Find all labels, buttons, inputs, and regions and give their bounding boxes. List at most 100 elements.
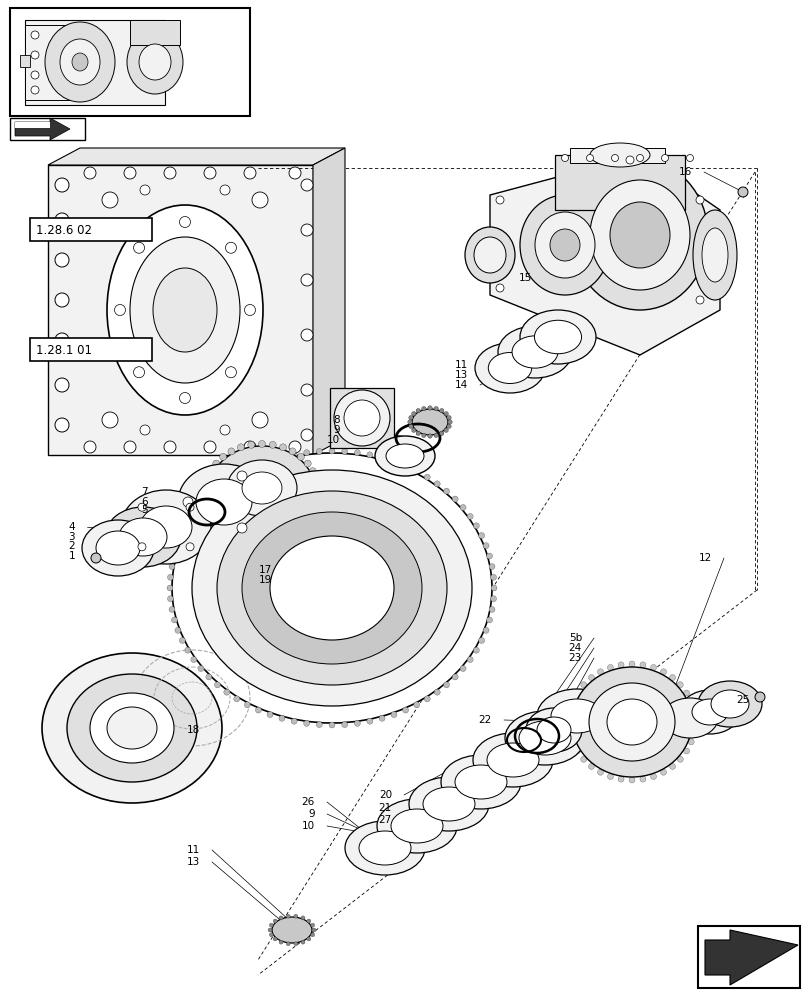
Bar bbox=[30, 338, 152, 361]
Circle shape bbox=[569, 739, 575, 745]
Ellipse shape bbox=[534, 320, 581, 354]
Circle shape bbox=[650, 664, 656, 670]
Circle shape bbox=[268, 928, 272, 932]
Circle shape bbox=[452, 496, 457, 502]
Circle shape bbox=[446, 415, 451, 420]
Circle shape bbox=[617, 776, 624, 782]
Circle shape bbox=[285, 914, 290, 918]
Text: 1.28.6 02: 1.28.6 02 bbox=[36, 224, 92, 236]
Circle shape bbox=[312, 493, 319, 500]
Circle shape bbox=[313, 485, 320, 491]
Circle shape bbox=[434, 481, 440, 487]
Ellipse shape bbox=[344, 400, 380, 436]
Circle shape bbox=[496, 196, 504, 204]
Circle shape bbox=[561, 154, 568, 161]
Ellipse shape bbox=[139, 44, 171, 80]
Circle shape bbox=[198, 504, 204, 510]
Ellipse shape bbox=[391, 809, 443, 843]
Circle shape bbox=[212, 460, 220, 467]
Circle shape bbox=[483, 627, 488, 633]
Ellipse shape bbox=[519, 310, 595, 364]
Ellipse shape bbox=[217, 491, 446, 685]
Circle shape bbox=[413, 702, 419, 708]
Circle shape bbox=[688, 739, 693, 745]
Circle shape bbox=[566, 729, 573, 735]
Circle shape bbox=[139, 425, 150, 435]
Circle shape bbox=[433, 433, 438, 438]
Circle shape bbox=[367, 718, 372, 724]
Ellipse shape bbox=[178, 464, 270, 540]
Circle shape bbox=[297, 516, 304, 523]
Circle shape bbox=[139, 185, 150, 195]
Circle shape bbox=[224, 689, 230, 695]
Circle shape bbox=[31, 86, 39, 94]
Ellipse shape bbox=[549, 229, 579, 261]
Circle shape bbox=[676, 682, 682, 688]
Circle shape bbox=[244, 304, 255, 316]
Text: 11: 11 bbox=[187, 845, 200, 855]
Circle shape bbox=[267, 458, 272, 464]
Circle shape bbox=[650, 774, 656, 780]
Text: 21: 21 bbox=[378, 803, 392, 813]
Circle shape bbox=[629, 777, 634, 783]
Circle shape bbox=[379, 715, 384, 721]
Circle shape bbox=[439, 431, 444, 436]
Circle shape bbox=[309, 501, 316, 508]
Circle shape bbox=[31, 31, 39, 39]
Bar bbox=[10, 118, 85, 140]
Circle shape bbox=[91, 553, 101, 563]
Ellipse shape bbox=[465, 227, 514, 283]
Circle shape bbox=[55, 293, 69, 307]
Circle shape bbox=[279, 525, 286, 532]
Circle shape bbox=[566, 709, 573, 715]
Circle shape bbox=[237, 523, 247, 533]
Circle shape bbox=[488, 564, 495, 570]
Text: 27: 27 bbox=[378, 815, 392, 825]
Ellipse shape bbox=[474, 237, 505, 273]
Circle shape bbox=[433, 406, 438, 411]
Circle shape bbox=[279, 444, 286, 451]
Circle shape bbox=[214, 682, 220, 688]
Ellipse shape bbox=[90, 693, 174, 763]
Circle shape bbox=[182, 497, 193, 507]
Text: 18: 18 bbox=[187, 725, 200, 735]
Ellipse shape bbox=[375, 436, 435, 476]
Circle shape bbox=[214, 488, 220, 494]
Circle shape bbox=[228, 521, 234, 528]
Text: 17: 17 bbox=[259, 565, 272, 575]
Circle shape bbox=[423, 474, 430, 480]
Circle shape bbox=[267, 712, 272, 718]
Ellipse shape bbox=[473, 733, 552, 787]
Bar bbox=[554, 155, 684, 210]
Circle shape bbox=[316, 722, 322, 728]
Circle shape bbox=[391, 712, 397, 718]
Ellipse shape bbox=[697, 681, 761, 727]
Circle shape bbox=[639, 662, 645, 668]
Ellipse shape bbox=[242, 512, 422, 664]
Circle shape bbox=[243, 167, 255, 179]
Circle shape bbox=[307, 937, 311, 941]
Circle shape bbox=[611, 154, 618, 161]
Circle shape bbox=[279, 916, 283, 920]
Bar bbox=[329, 388, 393, 448]
Circle shape bbox=[301, 224, 312, 236]
Circle shape bbox=[328, 722, 335, 728]
Circle shape bbox=[237, 471, 247, 481]
Circle shape bbox=[691, 719, 697, 725]
Ellipse shape bbox=[409, 777, 488, 831]
Circle shape bbox=[243, 441, 255, 453]
Circle shape bbox=[224, 481, 230, 487]
Circle shape bbox=[304, 460, 311, 467]
Circle shape bbox=[411, 428, 415, 432]
Ellipse shape bbox=[551, 699, 603, 733]
Text: 20: 20 bbox=[379, 790, 392, 800]
Text: 5b: 5b bbox=[568, 633, 581, 643]
Circle shape bbox=[179, 217, 191, 228]
Text: 22: 22 bbox=[478, 715, 491, 725]
Circle shape bbox=[84, 167, 96, 179]
Ellipse shape bbox=[691, 699, 727, 725]
Ellipse shape bbox=[692, 210, 736, 300]
Circle shape bbox=[138, 543, 146, 551]
Circle shape bbox=[447, 420, 452, 424]
Circle shape bbox=[486, 553, 492, 559]
